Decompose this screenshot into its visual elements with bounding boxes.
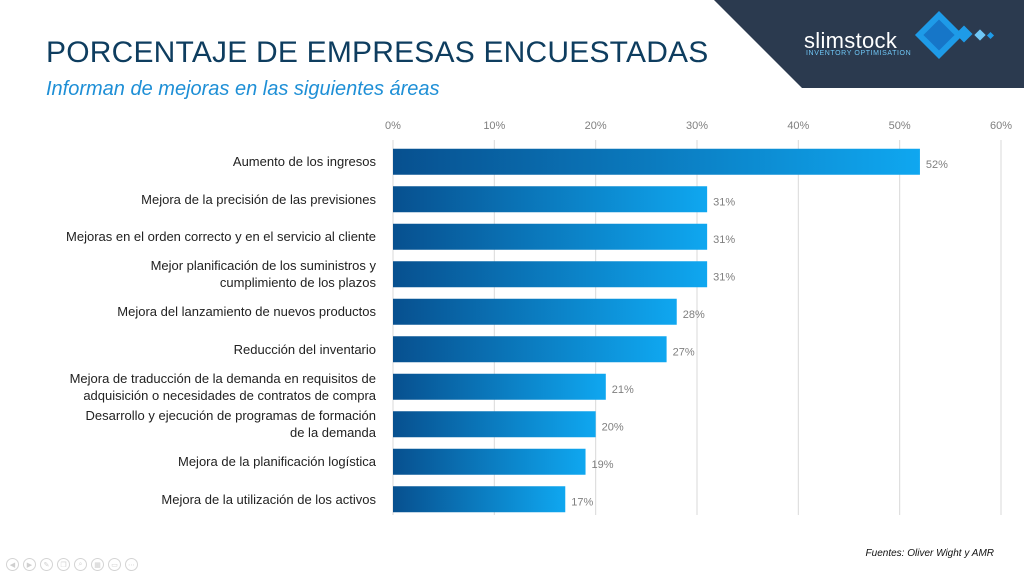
data-label: 20% — [602, 421, 624, 433]
x-tick-label: 30% — [686, 120, 708, 132]
bar-6 — [393, 373, 606, 400]
x-tick-label: 40% — [787, 120, 809, 132]
pen-icon[interactable]: ✎ — [40, 558, 53, 571]
grid-view-icon[interactable]: ▦ — [91, 558, 104, 571]
category-label-line: Reducción del inventario — [233, 341, 376, 357]
copy-icon[interactable]: ❐ — [57, 558, 70, 571]
category-label-line: Mejora de traducción de la demanda en re… — [69, 370, 376, 386]
category-label: Mejora de la planificación logística — [16, 453, 376, 470]
category-label: Reducción del inventario — [16, 341, 376, 358]
bar-0 — [393, 148, 920, 175]
x-tick-label: 50% — [889, 120, 911, 132]
bar-7 — [393, 411, 596, 438]
bar-8 — [393, 448, 586, 475]
brand-tagline: INVENTORY OPTIMISATION — [806, 50, 912, 57]
bar-9 — [393, 486, 566, 513]
bar-5 — [393, 336, 667, 363]
category-label-line: cumplimiento de los plazos — [219, 275, 376, 291]
prev-slide-icon[interactable]: ◀ — [6, 558, 19, 571]
data-label: 19% — [592, 459, 614, 471]
category-label: Aumento de los ingresos — [16, 153, 376, 170]
category-label-line: Aumento de los ingresos — [232, 154, 376, 170]
bar-1 — [393, 186, 708, 213]
category-label: Mejora del lanzamiento de nuevos product… — [16, 303, 376, 320]
next-slide-icon[interactable]: ▶ — [23, 558, 36, 571]
data-label: 28% — [683, 309, 705, 321]
page-subtitle: Informan de mejoras en las siguientes ár… — [46, 78, 440, 100]
page-title: PORCENTAJE DE EMPRESAS ENCUESTADAS — [46, 36, 709, 69]
data-label: 17% — [571, 496, 593, 508]
category-label: Mejoras en el orden correcto y en el ser… — [16, 228, 376, 245]
data-label: 21% — [612, 384, 634, 396]
category-label: Desarrollo y ejecución de programas de f… — [16, 407, 376, 441]
slide-controls: ◀ ▶ ✎ ❐ ⌕ ▦ ▭ ⋯ — [6, 558, 138, 571]
data-label: 31% — [713, 234, 735, 246]
category-label: Mejora de traducción de la demanda en re… — [16, 370, 376, 404]
source-note: Fuentes: Oliver Wight y AMR — [865, 548, 994, 559]
logo-diamond-icon — [914, 10, 995, 60]
bar-3 — [393, 261, 708, 288]
x-tick-label: 20% — [585, 120, 607, 132]
more-options-icon[interactable]: ⋯ — [125, 558, 138, 571]
category-label-line: Desarrollo y ejecución de programas de f… — [85, 408, 376, 424]
category-label-line: de la demanda — [289, 425, 376, 441]
category-label-line: adquisición o necesidades de contratos d… — [83, 387, 376, 403]
x-tick-label: 60% — [990, 120, 1012, 132]
category-label-line: Mejora de la utilización de los activos — [161, 491, 376, 507]
category-label: Mejor planificación de los suministros y… — [16, 257, 376, 291]
category-label-line: Mejor planificación de los suministros y — [150, 258, 376, 274]
data-label: 31% — [713, 271, 735, 283]
category-label-line: Mejora de la precisión de las previsione… — [141, 191, 376, 207]
screen-icon[interactable]: ▭ — [108, 558, 121, 571]
x-tick-label: 0% — [385, 120, 401, 132]
category-label: Mejora de la precisión de las previsione… — [16, 191, 376, 208]
zoom-icon[interactable]: ⌕ — [74, 558, 87, 571]
x-tick-label: 10% — [483, 120, 505, 132]
brand-logo-text: slimstock — [804, 28, 898, 53]
category-label-line: Mejora del lanzamiento de nuevos product… — [117, 304, 376, 320]
data-label: 52% — [926, 159, 948, 171]
bar-4 — [393, 298, 677, 325]
category-label: Mejora de la utilización de los activos — [16, 491, 376, 508]
data-label: 31% — [713, 196, 735, 208]
category-label-line: Mejoras en el orden correcto y en el ser… — [66, 229, 376, 245]
brand-banner — [714, 0, 1024, 88]
bar-2 — [393, 223, 708, 250]
category-label-line: Mejora de la planificación logística — [178, 454, 376, 470]
data-label: 27% — [673, 346, 695, 358]
